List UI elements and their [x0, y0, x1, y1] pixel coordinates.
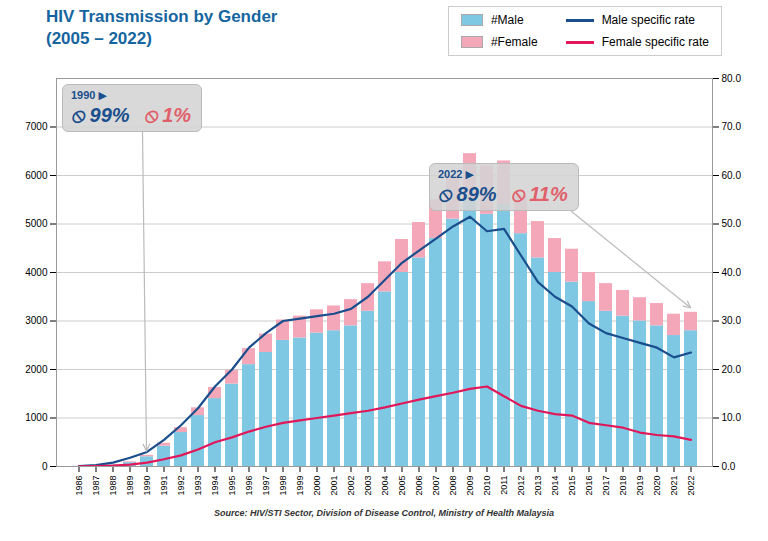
svg-text:2020: 2020	[652, 476, 662, 496]
svg-text:2007: 2007	[431, 476, 441, 496]
svg-text:0: 0	[42, 461, 48, 472]
html-text:Male specific rate: Male specific rate	[601, 13, 695, 27]
svg-text:4000: 4000	[25, 267, 48, 278]
html-text:⦸ 99%: ⦸ 99%	[71, 104, 130, 126]
svg-text:3000: 3000	[25, 315, 48, 326]
svg-text:70.0: 70.0	[722, 121, 742, 132]
svg-text:2010: 2010	[482, 476, 492, 496]
html-text:Female specific rate: Female specific rate	[601, 35, 709, 49]
svg-text:1990: 1990	[142, 476, 152, 496]
svg-text:1999: 1999	[295, 476, 305, 496]
svg-text:60.0: 60.0	[722, 170, 742, 181]
svg-text:2001: 2001	[329, 476, 339, 496]
html-text:#Male: #Male	[490, 13, 524, 27]
svg-text:1996: 1996	[244, 476, 254, 496]
svg-text:1986: 1986	[74, 476, 84, 496]
svg-text:2012: 2012	[516, 476, 526, 496]
html-text:2022 ▶: 2022 ▶	[438, 168, 474, 181]
svg-text:2006: 2006	[414, 476, 424, 496]
html-text:(2005 – 2022): (2005 – 2022)	[46, 29, 152, 48]
svg-text:1998: 1998	[278, 476, 288, 496]
svg-text:2004: 2004	[380, 476, 390, 496]
svg-text:2018: 2018	[618, 476, 628, 496]
svg-text:1997: 1997	[261, 476, 271, 496]
html-text:⦸ 89%: ⦸ 89%	[438, 183, 497, 206]
svg-text:2014: 2014	[550, 476, 560, 496]
svg-text:2021: 2021	[669, 476, 679, 496]
svg-text:0.0: 0.0	[722, 461, 736, 472]
svg-text:1987: 1987	[91, 476, 101, 496]
svg-text:1989: 1989	[125, 476, 135, 496]
svg-text:5000: 5000	[25, 218, 48, 229]
svg-text:2008: 2008	[448, 476, 458, 496]
svg-text:2011: 2011	[499, 476, 509, 495]
svg-text:2002: 2002	[346, 476, 356, 496]
html-text:⦸ 11%: ⦸ 11%	[510, 183, 568, 206]
svg-text:2017: 2017	[601, 476, 611, 496]
svg-text:1991: 1991	[159, 476, 169, 496]
svg-text:2003: 2003	[363, 476, 373, 496]
html-text:#Female: #Female	[490, 35, 538, 49]
svg-text:1994: 1994	[210, 476, 220, 496]
svg-text:2000: 2000	[25, 364, 48, 375]
svg-text:2022: 2022	[686, 476, 696, 496]
svg-text:1988: 1988	[108, 476, 118, 496]
html-text:HIV Transmission by Gender: HIV Transmission by Gender	[46, 7, 278, 26]
svg-text:50.0: 50.0	[722, 218, 742, 229]
svg-text:6000: 6000	[25, 170, 48, 181]
svg-text:2013: 2013	[533, 476, 543, 496]
svg-text:2009: 2009	[465, 476, 475, 496]
html-text:Source: HIV/STI Sector, Divisi: Source: HIV/STI Sector, Division of Dise…	[214, 508, 554, 518]
svg-text:2000: 2000	[312, 476, 322, 496]
svg-text:10.0: 10.0	[722, 412, 742, 423]
svg-text:1995: 1995	[227, 476, 237, 496]
svg-text:40.0: 40.0	[722, 267, 742, 278]
svg-text:2015: 2015	[567, 476, 577, 496]
svg-text:2005: 2005	[397, 476, 407, 496]
svg-text:1992: 1992	[176, 476, 186, 496]
svg-text:20.0: 20.0	[722, 364, 742, 375]
svg-text:80.0: 80.0	[722, 73, 742, 84]
svg-text:2019: 2019	[635, 476, 645, 496]
html-text:1990 ▶: 1990 ▶	[71, 89, 107, 101]
svg-text:1000: 1000	[25, 412, 48, 423]
svg-text:7000: 7000	[25, 121, 48, 132]
html-text:⦸ 1%: ⦸ 1%	[143, 104, 192, 126]
svg-text:2016: 2016	[584, 476, 594, 496]
svg-text:30.0: 30.0	[722, 315, 742, 326]
svg-text:1993: 1993	[193, 476, 203, 496]
